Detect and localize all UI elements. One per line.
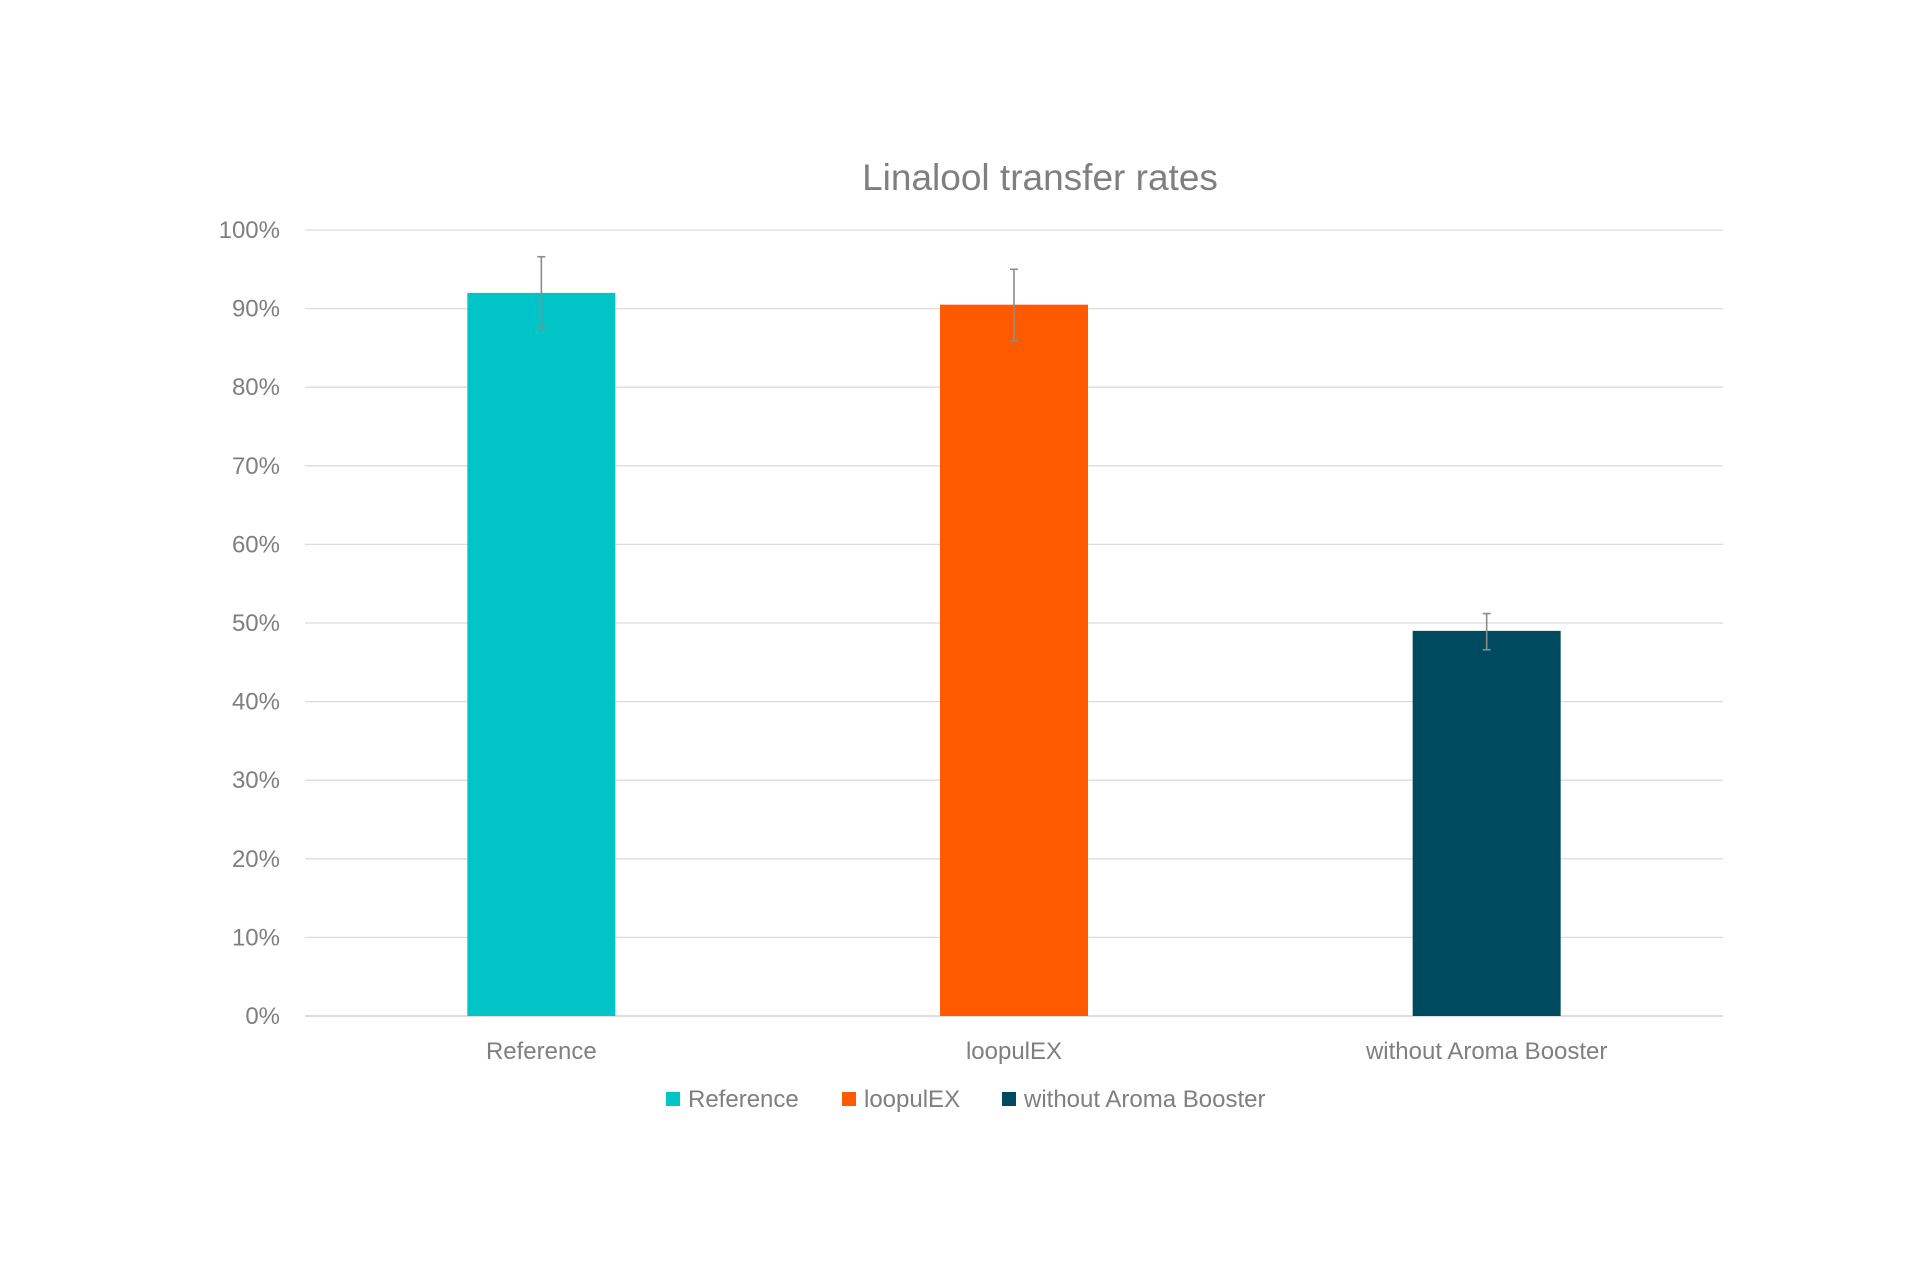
- y-tick-label: 90%: [232, 296, 280, 323]
- y-tick-label: 40%: [232, 689, 280, 716]
- legend-swatch: [1002, 1092, 1016, 1106]
- bar: [940, 304, 1088, 1016]
- bars: [467, 292, 1561, 1016]
- legend-label: Reference: [688, 1086, 799, 1113]
- x-axis-tick-labels: Reference loopulEX without Aroma Booster: [486, 1038, 1607, 1065]
- y-axis-tick-labels: 0% 10% 20% 30% 40% 50% 60% 70% 80% 90% 100%: [219, 217, 280, 1030]
- y-tick-label: 100%: [219, 217, 280, 244]
- legend-swatch: [666, 1092, 680, 1106]
- legend: Reference loopulEX without Aroma Booster: [666, 1086, 1265, 1113]
- bar: [467, 292, 616, 1016]
- legend-label: loopulEX: [864, 1086, 960, 1113]
- y-tick-label: 50%: [232, 610, 280, 637]
- y-tick-label: 10%: [232, 924, 280, 951]
- y-tick-label: 30%: [232, 767, 280, 794]
- x-tick-label: loopulEX: [966, 1038, 1062, 1065]
- x-tick-label: without Aroma Booster: [1365, 1038, 1607, 1065]
- error-bars: [537, 255, 1491, 651]
- y-tick-label: 70%: [232, 453, 280, 480]
- chart-title: Linalool transfer rates: [862, 157, 1218, 198]
- y-tick-label: 0%: [245, 1003, 280, 1030]
- y-tick-label: 20%: [232, 846, 280, 873]
- legend-swatch: [842, 1092, 856, 1106]
- x-tick-label: Reference: [486, 1038, 597, 1065]
- y-tick-label: 60%: [232, 531, 280, 558]
- legend-label: without Aroma Booster: [1023, 1086, 1265, 1113]
- y-tick-label: 80%: [232, 374, 280, 401]
- bar: [1412, 630, 1561, 1016]
